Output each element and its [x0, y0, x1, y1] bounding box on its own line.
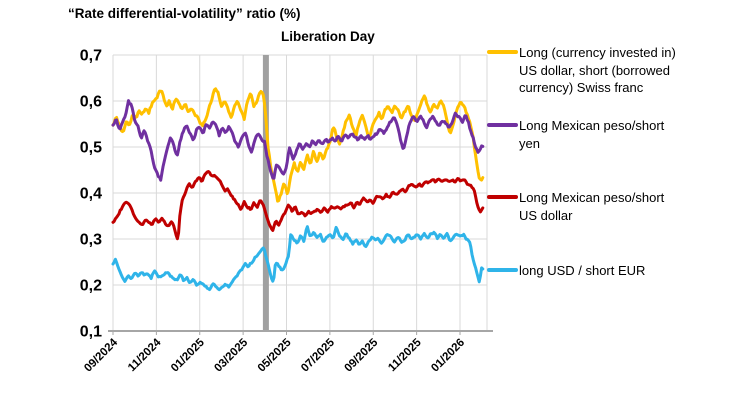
- svg-text:09/2025: 09/2025: [342, 336, 380, 374]
- svg-text:0,5: 0,5: [80, 140, 102, 157]
- legend-item-mxn-jpy: Long Mexican peso/short yen: [487, 117, 677, 152]
- svg-text:01/2025: 01/2025: [169, 336, 207, 374]
- svg-text:03/2025: 03/2025: [212, 336, 250, 374]
- legend-item-mxn-usd: Long Mexican peso/short US dollar: [487, 189, 677, 224]
- svg-text:0,2: 0,2: [80, 278, 102, 295]
- y-axis-labels: 0,7 0,6 0,5 0,4 0,3 0,2 0,1: [80, 48, 102, 341]
- x-axis: [108, 330, 493, 335]
- event-band: [262, 55, 269, 331]
- svg-text:0,3: 0,3: [80, 232, 102, 249]
- legend-swatch-mxn-jpy: [487, 123, 518, 127]
- svg-text:11/2025: 11/2025: [386, 336, 424, 374]
- legend-label-mxn-usd: Long Mexican peso/short US dollar: [519, 190, 665, 223]
- svg-text:09/2024: 09/2024: [82, 336, 120, 374]
- svg-text:05/2025: 05/2025: [256, 336, 294, 374]
- series-line-mxn-usd: [111, 170, 485, 241]
- event-annotation-label: Liberation Day: [281, 29, 375, 44]
- x-axis-labels: 09/2024 11/2024 01/2025 03/2025 05/2025 07/20…: [82, 336, 467, 374]
- legend-label-mxn-jpy: Long Mexican peso/short yen: [519, 118, 665, 151]
- legend-item-usd-eur: long USD / short EUR: [487, 262, 677, 280]
- legend-swatch-usd-chf: [487, 50, 518, 54]
- svg-text:0,4: 0,4: [80, 186, 102, 203]
- svg-text:01/2026: 01/2026: [429, 337, 467, 375]
- svg-text:11/2024: 11/2024: [126, 336, 164, 374]
- series-line-usd-chf: [111, 87, 485, 203]
- svg-text:0,7: 0,7: [80, 48, 102, 65]
- legend-label-usd-chf: Long (currency invested in) US dollar, s…: [519, 45, 676, 95]
- series-line-usd-eur: [111, 225, 485, 292]
- legend-label-usd-eur: long USD / short EUR: [519, 263, 646, 278]
- series-line-mxn-jpy: [111, 99, 485, 182]
- legend-swatch-mxn-usd: [487, 195, 518, 199]
- legend-item-usd-chf: Long (currency invested in) US dollar, s…: [487, 44, 677, 97]
- svg-text:07/2025: 07/2025: [299, 336, 337, 374]
- svg-text:0,1: 0,1: [80, 324, 102, 341]
- gridlines: [112, 54, 488, 332]
- legend-swatch-usd-eur: [487, 268, 518, 272]
- chart-title: “Rate differential-volatility” ratio (%): [68, 6, 301, 21]
- svg-text:0,6: 0,6: [80, 94, 102, 111]
